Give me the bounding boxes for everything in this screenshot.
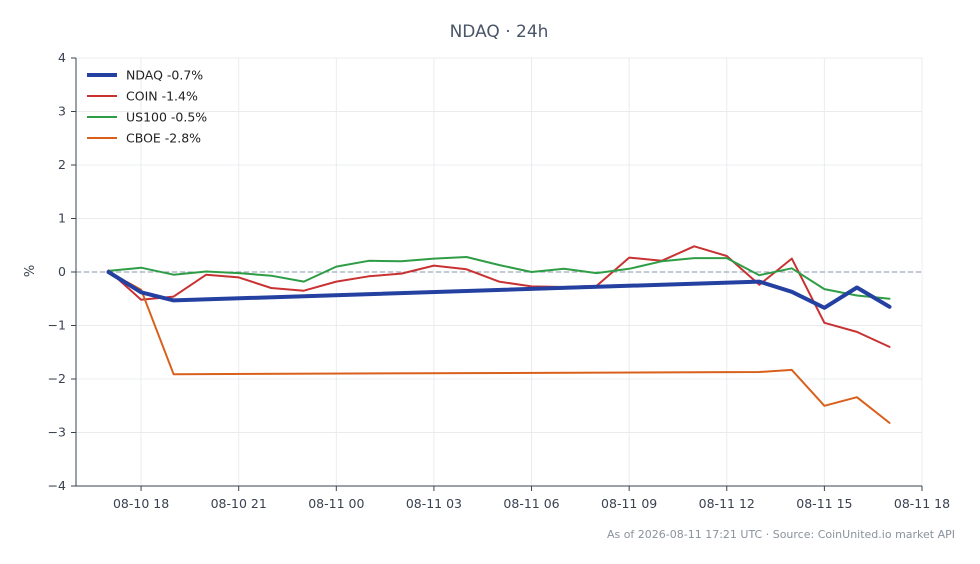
series-line-ndaq <box>106 270 892 310</box>
legend-label: NDAQ -0.7% <box>126 68 203 83</box>
series-line-cboe <box>107 271 891 424</box>
legend-label: US100 -0.5% <box>126 110 207 125</box>
x-tick-label: 08-11 06 <box>503 496 559 511</box>
x-tick-label: 08-10 21 <box>211 496 267 511</box>
y-tick-label: 1 <box>58 211 66 226</box>
y-tick-label: 4 <box>58 50 66 65</box>
x-tick-label: 08-11 12 <box>699 496 755 511</box>
x-tick-label: 08-11 15 <box>796 496 852 511</box>
series-line-coin <box>107 245 891 348</box>
legend-label: CBOE -2.8% <box>126 131 201 146</box>
x-tick-label: 08-11 09 <box>601 496 657 511</box>
series-line-us100 <box>107 256 891 300</box>
y-tick-label: −3 <box>48 425 66 440</box>
legend: NDAQ -0.7% COIN -1.4% US100 -0.5% CBOE -2.8… <box>87 68 207 146</box>
y-tick-label: 2 <box>58 157 66 172</box>
x-tick-label: 08-11 03 <box>406 496 462 511</box>
y-tick-label: 0 <box>58 264 66 279</box>
axes: −4 −3 −2 −1 0 1 2 3 4 08-10 18 08-10 21 08-11 00 08-… <box>48 50 951 511</box>
y-tick-label: −1 <box>48 318 66 333</box>
y-tick-label: −4 <box>48 478 66 493</box>
x-tick-label: 08-11 00 <box>308 496 364 511</box>
series-lines <box>106 245 892 424</box>
chart-title: NDAQ · 24h <box>450 22 549 42</box>
legend-label: COIN -1.4% <box>126 89 198 104</box>
x-tick-label: 08-11 18 <box>894 496 950 511</box>
x-tick-label: 08-10 18 <box>113 496 169 511</box>
y-tick-label: 3 <box>58 104 66 119</box>
source-footer: As of 2026-08-11 17:21 UTC · Source: Coi… <box>607 528 955 541</box>
y-axis-label: % <box>23 265 38 277</box>
y-tick-label: −2 <box>48 371 66 386</box>
